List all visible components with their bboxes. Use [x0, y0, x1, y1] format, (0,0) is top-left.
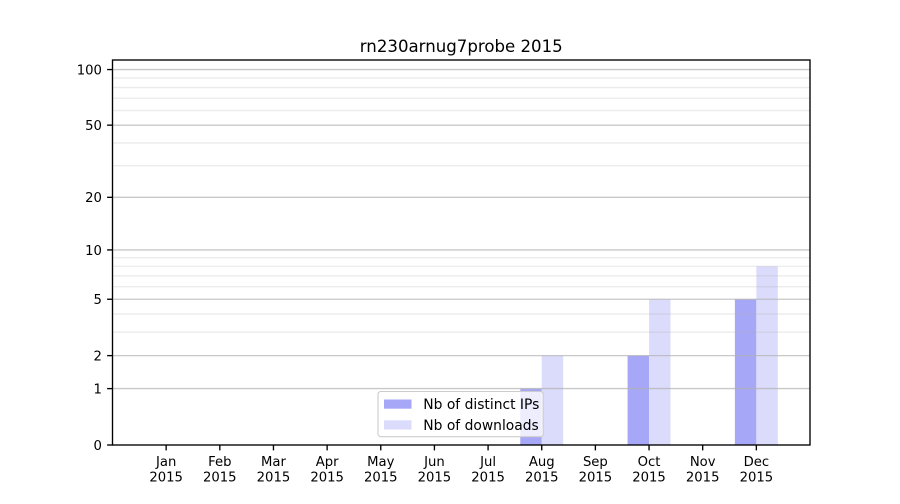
x-tick-label-month-may: May	[367, 455, 394, 470]
y-tick-label-100: 100	[77, 63, 102, 78]
legend-label-nb-of-distinct-ips: Nb of distinct IPs	[423, 397, 539, 413]
y-tick-label-10: 10	[85, 244, 102, 259]
x-tick-label-year-jan: 2015	[149, 470, 183, 485]
axes-spines	[111, 59, 811, 446]
x-tick-label-month-sep: Sep	[583, 455, 608, 470]
x-tick-label-month-dec: Dec	[744, 455, 770, 470]
x-tick-label-year-oct: 2015	[632, 470, 666, 485]
x-tick-label-year-sep: 2015	[579, 470, 613, 485]
bar-nb-of-downloads-aug	[541, 355, 564, 445]
x-tick-label-year-jul: 2015	[471, 470, 505, 485]
y-tick-label-5: 5	[94, 293, 102, 308]
x-tick-label-year-mar: 2015	[257, 470, 291, 485]
x-tick-label-month-apr: Apr	[316, 455, 339, 470]
x-tick-label-year-apr: 2015	[310, 470, 344, 485]
x-tick-label-month-aug: Aug	[529, 455, 555, 470]
bar-nb-of-distinct-ips-dec	[734, 299, 757, 445]
legend-swatch-nb-of-downloads	[384, 420, 412, 430]
y-tick-label-20: 20	[85, 191, 102, 206]
bar-nb-of-downloads-oct	[649, 299, 671, 445]
legend-swatch-nb-of-distinct-ips	[384, 399, 412, 409]
x-tick-label-year-may: 2015	[364, 470, 398, 485]
x-tick-label-month-mar: Mar	[261, 455, 286, 470]
x-tick-label-year-nov: 2015	[686, 470, 720, 485]
x-tick-label-month-feb: Feb	[208, 455, 231, 470]
y-tick-label-2: 2	[94, 350, 102, 365]
chart-title: rn230arnug7probe 2015	[360, 37, 563, 56]
x-tick-label-year-jun: 2015	[418, 470, 452, 485]
legend-frame	[377, 390, 544, 438]
x-axis: Jan2015Feb2015Mar2015Apr2015May2015Jun20…	[149, 445, 773, 485]
x-tick-label-year-feb: 2015	[203, 470, 237, 485]
y-tick-label-1: 1	[94, 383, 102, 398]
y-tick-label-0: 0	[94, 439, 102, 454]
y-tick-label-50: 50	[85, 119, 102, 134]
legend-label-nb-of-downloads: Nb of downloads	[423, 418, 538, 434]
x-tick-label-month-jul: Jul	[479, 455, 496, 470]
x-tick-label-year-aug: 2015	[525, 470, 559, 485]
x-tick-label-month-jan: Jan	[155, 455, 176, 470]
legend: Nb of distinct IPs Nb of downloads	[377, 390, 544, 438]
x-tick-label-month-jun: Jun	[423, 455, 445, 470]
grid-layer	[112, 68, 810, 390]
x-tick-label-month-nov: Nov	[690, 455, 716, 470]
x-tick-label-year-dec: 2015	[740, 470, 774, 485]
bar-nb-of-distinct-ips-oct	[627, 355, 650, 445]
y-axis: 0 1 2 5 10 20 50 100	[77, 63, 113, 454]
x-tick-label-month-oct: Oct	[638, 455, 661, 470]
